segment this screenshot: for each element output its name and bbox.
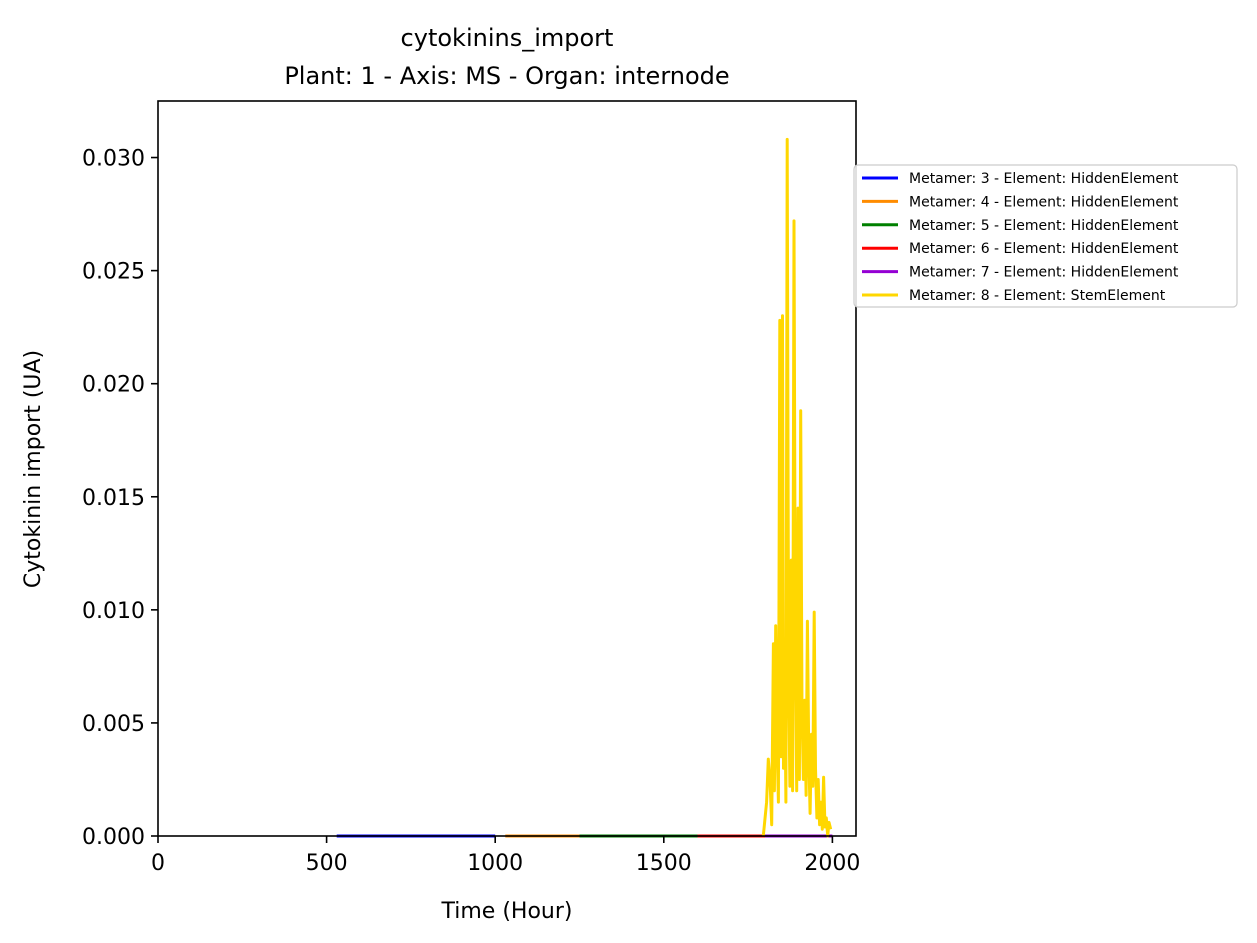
legend-label: Metamer: 4 - Element: HiddenElement xyxy=(909,194,1179,210)
y-tick-label: 0.020 xyxy=(82,373,145,398)
y-tick-label: 0.030 xyxy=(82,147,145,172)
x-tick-label: 500 xyxy=(306,851,348,876)
legend: Metamer: 3 - Element: HiddenElement Metam… xyxy=(853,164,1238,308)
x-tick-label: 2000 xyxy=(804,851,860,876)
chart-subtitle: Plant: 1 - Axis: MS - Organ: internode xyxy=(284,62,729,90)
axes-frame xyxy=(157,100,857,837)
x-axis-label: Time (Hour) xyxy=(441,899,573,924)
y-tick-label: 0.015 xyxy=(82,486,145,511)
legend-label: Metamer: 8 - Element: StemElement xyxy=(909,288,1166,304)
x-tick-label: 1000 xyxy=(467,851,523,876)
x-tick-label: 1500 xyxy=(636,851,692,876)
series-line-6 xyxy=(761,137,833,838)
chart-title: cytokinins_import xyxy=(401,24,614,52)
y-tick-label: 0.025 xyxy=(82,260,145,285)
x-tick-label: 0 xyxy=(151,851,165,876)
y-axis-label: Cytokinin import (UA) xyxy=(21,350,46,588)
legend-label: Metamer: 7 - Element: HiddenElement xyxy=(909,265,1179,281)
y-tick-label: 0.000 xyxy=(82,825,145,850)
legend-label: Metamer: 6 - Element: HiddenElement xyxy=(909,241,1179,257)
plot-area: 0 500 1000 1500 2000 0.000 0.005 0.010 0.015 0.02… xyxy=(82,100,860,876)
y-tick-label: 0.005 xyxy=(82,712,145,737)
legend-box xyxy=(853,164,1238,308)
legend-label: Metamer: 3 - Element: HiddenElement xyxy=(909,171,1179,187)
legend-label: Metamer: 5 - Element: HiddenElement xyxy=(909,218,1179,234)
y-tick-label: 0.010 xyxy=(82,599,145,624)
